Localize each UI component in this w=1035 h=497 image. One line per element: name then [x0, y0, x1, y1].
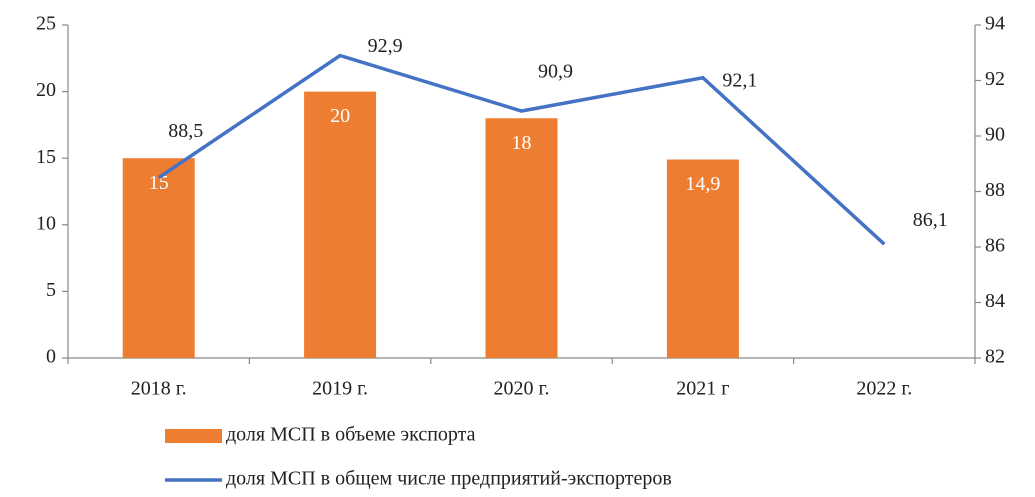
y-tick-label: 5 — [46, 279, 56, 301]
bar — [122, 158, 195, 358]
bar-label: 20 — [330, 105, 350, 127]
line-label: 90,9 — [538, 61, 573, 83]
y2-tick-label: 90 — [985, 124, 1005, 146]
x-tick-label: 2021 г — [676, 378, 729, 400]
bar — [666, 159, 739, 358]
y-tick-label: 20 — [36, 79, 56, 101]
legend-swatch — [165, 429, 222, 443]
y2-tick-label: 88 — [985, 179, 1005, 201]
bar — [485, 118, 558, 359]
x-tick-label: 2019 г. — [312, 378, 368, 400]
legend-label: доля МСП в общем числе предприятий-экспо… — [226, 468, 672, 490]
y2-tick-label: 84 — [985, 290, 1005, 312]
line-label: 88,5 — [168, 120, 203, 142]
y-tick-label: 25 — [36, 13, 56, 35]
line-label: 92,9 — [368, 35, 403, 57]
bar-label: 14,9 — [685, 173, 720, 195]
line-label: 92,1 — [722, 69, 757, 91]
line-label: 86,1 — [913, 209, 948, 231]
x-tick-label: 2020 г. — [494, 378, 550, 400]
bar-label: 18 — [512, 132, 532, 154]
bar-label: 15 — [149, 172, 169, 194]
x-tick-label: 2018 г. — [131, 378, 187, 400]
y2-tick-label: 82 — [985, 346, 1005, 368]
y2-tick-label: 94 — [985, 13, 1005, 35]
y-tick-label: 15 — [36, 146, 56, 168]
y-tick-label: 10 — [36, 212, 56, 234]
y2-tick-label: 92 — [985, 68, 1005, 90]
line — [157, 53, 886, 246]
y2-tick-label: 86 — [985, 235, 1005, 257]
legend-label: доля МСП в объеме экспорта — [226, 424, 476, 446]
bar — [304, 91, 377, 358]
x-tick-label: 2022 г. — [856, 378, 912, 400]
y-tick-label: 0 — [46, 346, 56, 368]
